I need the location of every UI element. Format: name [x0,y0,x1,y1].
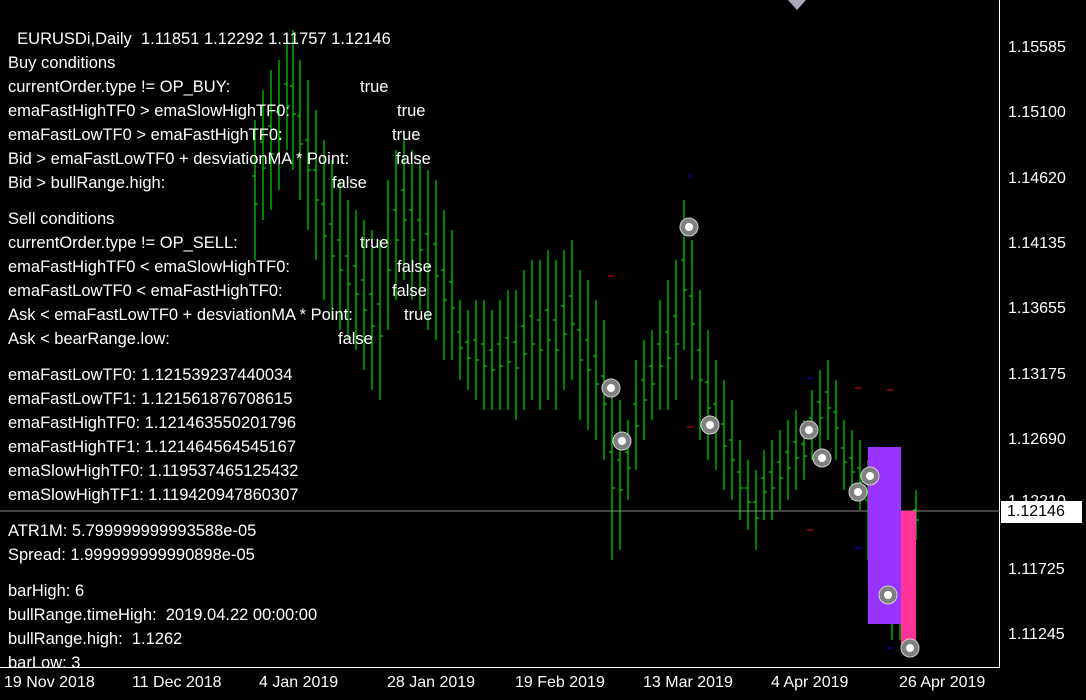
buy-cond-value: false [396,150,431,168]
price-axis-label: 1.13655 [1008,300,1066,317]
date-axis-label: 19 Feb 2019 [515,674,605,691]
bar-info: bullRange.high: 1.1262 [8,630,183,648]
chart-area[interactable] [0,0,1000,668]
date-axis-label: 28 Jan 2019 [387,674,476,691]
price-axis-label: 1.14620 [1008,170,1066,187]
buy-cond-label: Bid > bullRange.high: [8,174,166,192]
trade-marker-core [607,384,615,392]
current-price-tag: 1.12146 [1001,501,1082,523]
trade-marker-core [854,488,862,496]
price-axis-label: 1.11245 [1008,626,1065,643]
date-axis-label: 4 Jan 2019 [259,674,339,691]
buy-conditions-title: Buy conditions [8,54,116,72]
symbol-timeframe: EURUSDi,Daily [17,30,132,48]
date-axis-label: 26 Apr 2019 [899,674,986,691]
price-axis-label: 1.14135 [1008,235,1066,252]
ema-value: emaFastLowTF0: 1.121539237440034 [8,366,293,384]
trade-marker-core [706,421,714,429]
ema-value: emaFastHighTF1: 1.121464564545167 [8,438,297,456]
spread-value: Spread: 1.999999999990898e-05 [8,546,255,564]
bar-info: bullRange.timeHigh: 2019.04.22 00:00:00 [8,606,318,624]
buy-cond-value: false [332,174,367,192]
price-axis-label: 1.13175 [1008,366,1066,383]
bear-range-box [901,511,916,645]
sell-cond-value: false [397,258,432,276]
buy-cond-label: emaFastLowTF0 > emaFastHighTF0: [8,126,283,144]
sell-cond-value: true [404,306,433,324]
sell-conditions-title: Sell conditions [8,210,115,228]
bar-info: barHigh: 6 [8,582,85,600]
date-axis-label: 4 Apr 2019 [771,674,849,691]
sell-cond-value: false [338,330,373,348]
trade-marker-core [866,472,874,480]
price-chart[interactable] [0,0,1000,668]
ema-value: emaFastHighTF0: 1.121463550201796 [8,414,297,432]
sell-cond-value: false [392,282,427,300]
ohlc-values: 1.11851 1.12292 1.11757 1.12146 [140,30,391,48]
ema-value: emaSlowHighTF0: 1.119537465125432 [8,462,299,480]
ema-value: emaSlowHighTF1: 1.119420947860307 [8,486,299,504]
price-axis-label: 1.11725 [1008,561,1065,578]
price-axis-label: 1.12690 [1008,431,1066,448]
buy-cond-label: currentOrder.type != OP_BUY: [8,78,231,96]
ema-value: emaFastLowTF1: 1.121561876708615 [8,390,293,408]
buy-cond-label: Bid > emaFastLowTF0 + desviationMA * Poi… [8,150,350,168]
bar-info-clip: barLow: 3 [0,651,999,667]
date-axis-label: 11 Dec 2018 [132,674,222,691]
chart-header: EURUSDi,Daily 1.11851 1.12292 1.11757 1.… [8,3,391,51]
atr-value: ATR1M: 5.799999999993588e-05 [8,522,257,540]
sell-cond-label: Ask < bearRange.low: [8,330,170,348]
trade-marker-core [805,426,813,434]
trade-marker-core [884,591,892,599]
buy-cond-value: true [397,102,426,120]
sell-cond-value: true [360,234,389,252]
sell-cond-label: emaFastHighTF0 < emaSlowHighTF0: [8,258,290,276]
buy-cond-value: true [392,126,421,144]
sell-cond-label: currentOrder.type != OP_SELL: [8,234,238,252]
buy-cond-label: emaFastHighTF0 > emaSlowHighTF0: [8,102,290,120]
date-axis-label: 13 Mar 2019 [643,674,733,691]
price-axis-label: 1.15585 [1008,39,1066,56]
trade-marker-core [618,437,626,445]
date-axis-label: 19 Nov 2018 [4,674,95,691]
price-axis-label: 1.15100 [1008,104,1066,121]
bar-info: barLow: 3 [8,654,81,667]
sell-cond-label: emaFastLowTF0 < emaFastHighTF0: [8,282,283,300]
trade-marker-core [906,644,914,652]
sell-cond-label: Ask < emaFastLowTF0 + desviationMA * Poi… [8,306,353,324]
trade-marker-core [685,223,693,231]
trade-marker-core [818,454,826,462]
buy-cond-value: true [360,78,389,96]
top-marker-icon [788,0,806,10]
